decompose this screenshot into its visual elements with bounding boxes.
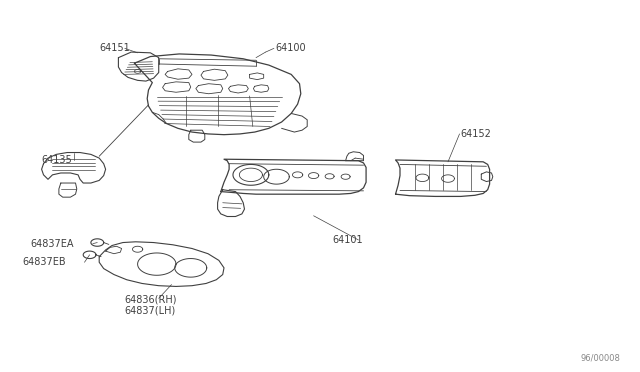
Text: 64837(LH): 64837(LH) (125, 306, 176, 315)
Text: 64135: 64135 (42, 155, 72, 165)
Text: 64837EA: 64837EA (31, 239, 74, 248)
Text: 64151: 64151 (99, 44, 130, 53)
Text: 64837EB: 64837EB (22, 257, 66, 267)
Text: 64100: 64100 (275, 44, 306, 53)
Text: 64152: 64152 (461, 129, 492, 139)
Text: 64101: 64101 (333, 235, 364, 245)
Text: 96/00008: 96/00008 (581, 354, 621, 363)
Text: 64836(RH): 64836(RH) (125, 295, 177, 304)
